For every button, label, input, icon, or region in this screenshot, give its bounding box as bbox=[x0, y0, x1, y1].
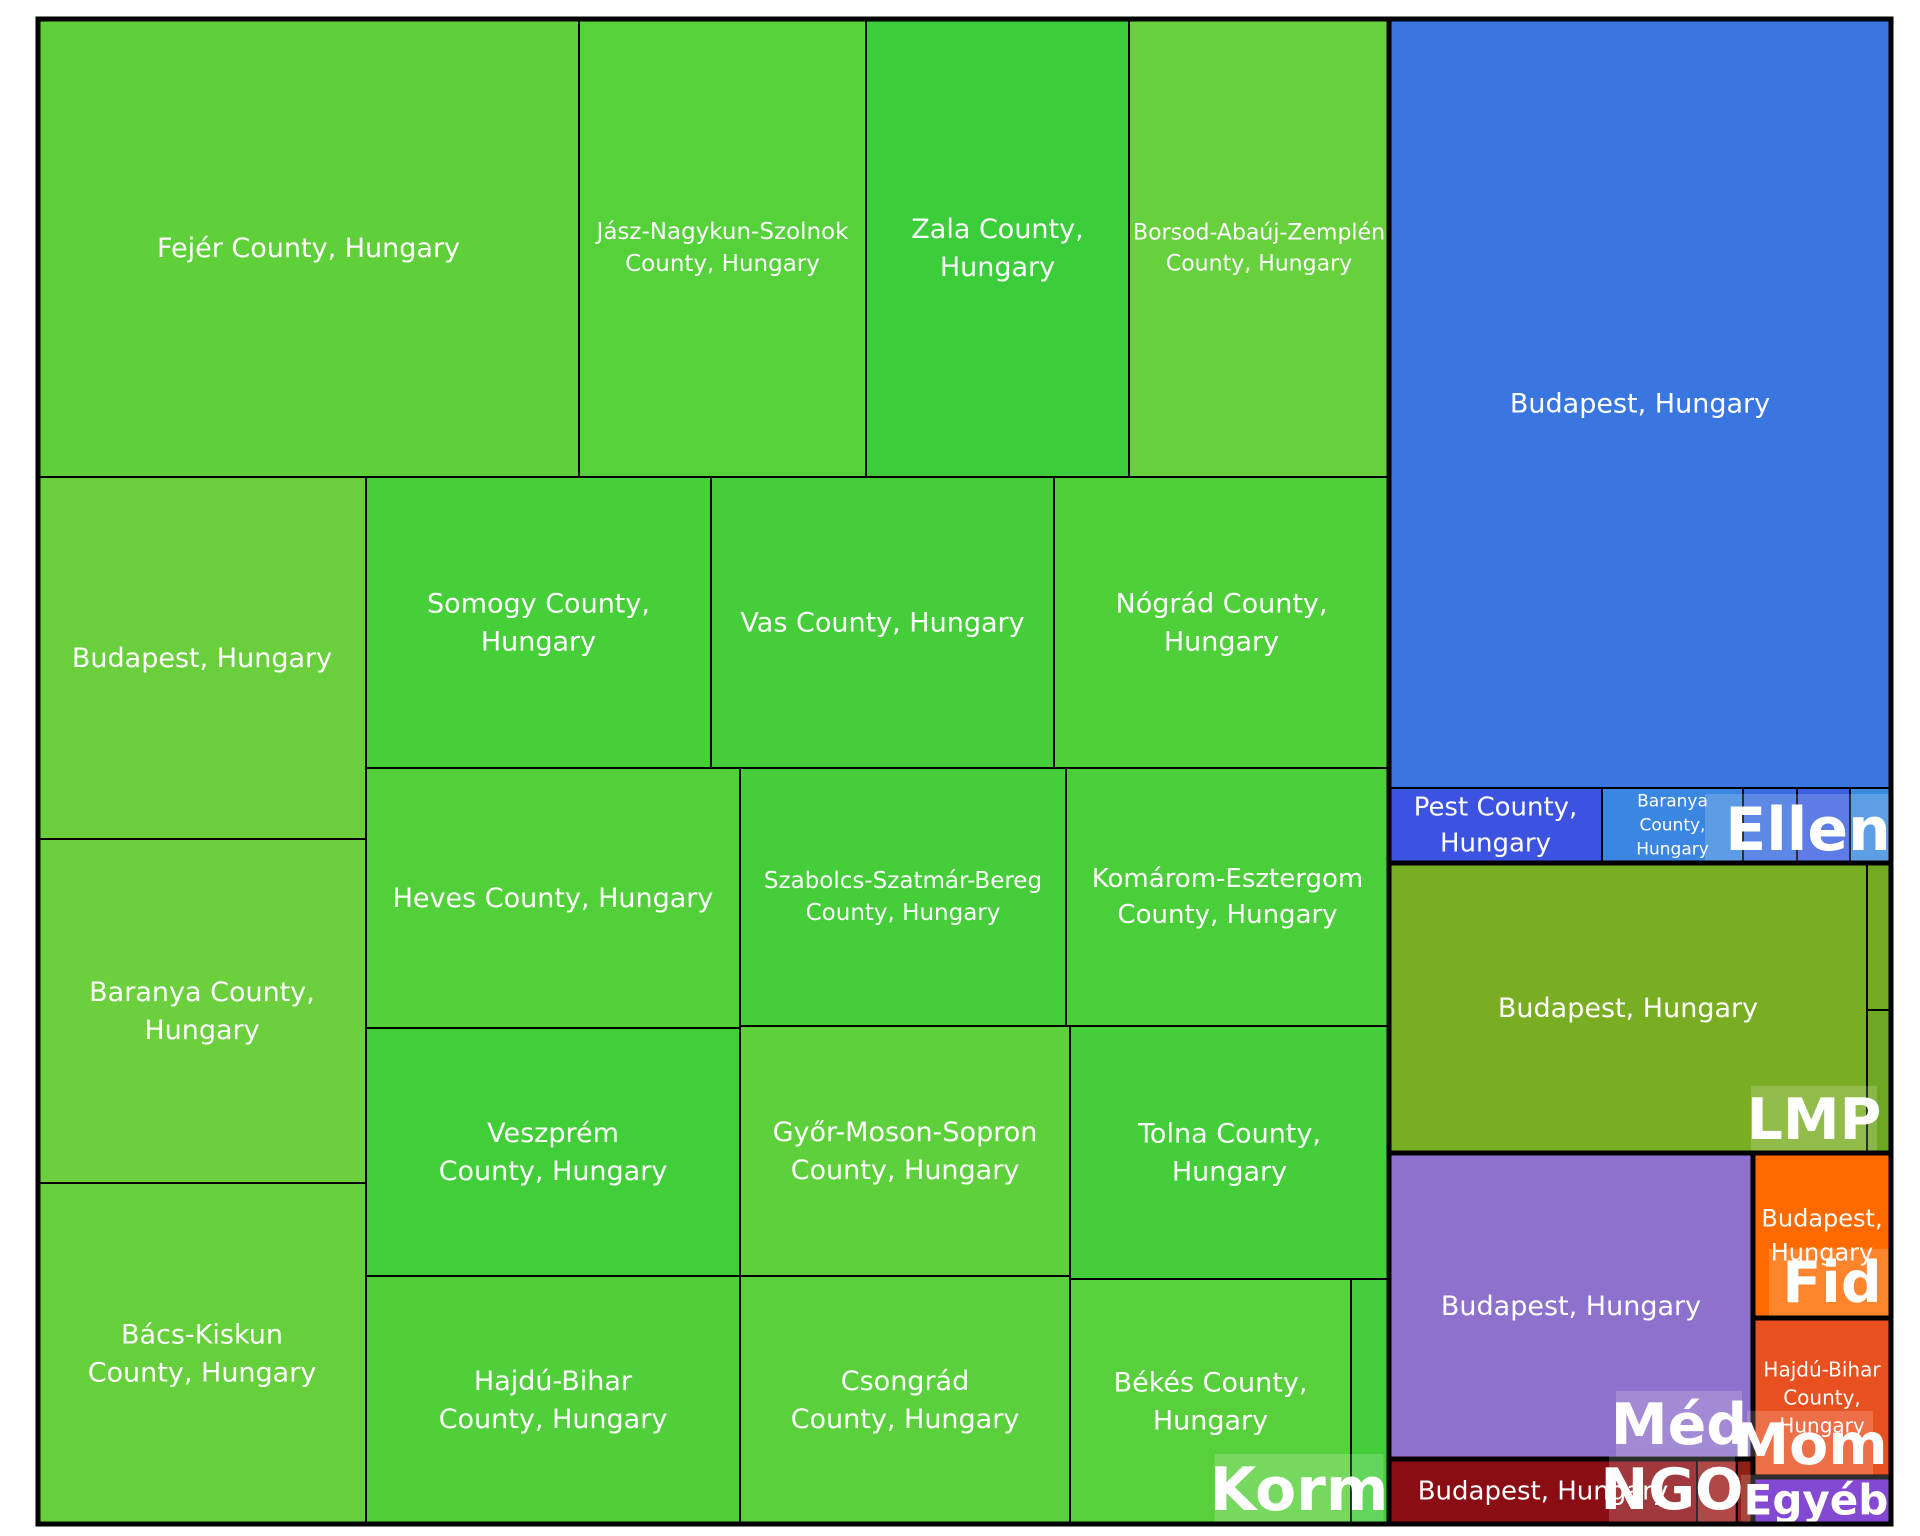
tile-label: Bács-Kiskun County, Hungary bbox=[88, 1319, 317, 1388]
tile-label: Vas County, Hungary bbox=[740, 607, 1024, 638]
tile-label: Nógrád County, Hungary bbox=[1116, 588, 1328, 657]
tile-ngo-1 bbox=[1696, 1458, 1738, 1525]
group-label-ellen: Ellen bbox=[1725, 795, 1891, 865]
tile-bekes-county-hungary bbox=[1069, 1278, 1352, 1525]
tile-label: Komárom-Esztergom County, Hungary bbox=[1092, 864, 1363, 930]
group-label-bg bbox=[1615, 1390, 1743, 1460]
tile-vas-county-hungary bbox=[710, 476, 1055, 769]
group-lmp: Budapest, Hungary LMP bbox=[1386, 860, 1894, 1156]
group-label-bg bbox=[1746, 1410, 1874, 1480]
tile-budapest-hungary bbox=[1388, 1152, 1754, 1460]
tile-bacs-kiskun-county-hungary bbox=[37, 1182, 367, 1525]
group-label-ngo: NGO bbox=[1601, 1457, 1744, 1523]
group-label-bg bbox=[1768, 1248, 1896, 1318]
group-ellen: Budapest, Hungary Pest County, Hungary Bara… bbox=[1386, 16, 1911, 866]
tile-label: Pest County, Hungary bbox=[1414, 792, 1578, 858]
tile-korm-19 bbox=[1350, 1278, 1390, 1525]
tile-label: Jász-Nagykun-Szolnok County, Hungary bbox=[595, 219, 850, 277]
tile-label: Zala County, Hungary bbox=[911, 214, 1083, 283]
tile-gyor-moson-sopron-county-hungary bbox=[739, 1025, 1071, 1277]
tile-jasz-nagykun-szolnok-county-hungary bbox=[578, 18, 867, 478]
tile-komarom-esztergom-county-hungary bbox=[1065, 767, 1390, 1027]
group-korm: Fejér County, Hungary Jász-Nagykun-Szolno… bbox=[35, 16, 1392, 1527]
tile-somogy-county-hungary bbox=[365, 476, 712, 769]
group-label-bg bbox=[1214, 1454, 1384, 1526]
group-label-mom: Mom bbox=[1732, 1412, 1887, 1478]
group-med: Budapest, Hungary Méd bbox=[1386, 1150, 1756, 1462]
tile-label: Baranya County, Hungary bbox=[89, 977, 315, 1046]
tile-budapest-hungary bbox=[1388, 18, 1892, 789]
tile-veszprem-county-hungary bbox=[365, 1027, 741, 1277]
tile-label: Heves County, Hungary bbox=[393, 883, 714, 914]
tile-label: Budapest, Hungary bbox=[72, 643, 332, 674]
tile-nograd-county-hungary bbox=[1053, 476, 1390, 769]
tile-label: Fejér County, Hungary bbox=[157, 233, 460, 264]
tile-label: Borsod-Abaúj-Zemplén County, Hungary bbox=[1133, 220, 1385, 276]
tile-fejer-county-hungary bbox=[37, 18, 580, 478]
tile-label: Békés County, Hungary bbox=[1114, 1367, 1308, 1436]
chart-frame bbox=[35, 16, 1894, 1527]
group-label-bg bbox=[1705, 794, 1911, 866]
tile-label: Budapest, Hungary bbox=[1498, 993, 1758, 1024]
group-label-egyeb: Egyéb bbox=[1744, 1476, 1889, 1525]
tile-budapest-hungary bbox=[1388, 1458, 1698, 1525]
group-label-med: Méd bbox=[1611, 1392, 1747, 1458]
tile-tolna-county-hungary bbox=[1069, 1025, 1390, 1280]
tile-szabolcs-szatmar-bereg-county-hungary bbox=[739, 767, 1067, 1027]
tile-label: Szabolcs-Szatmár-Bereg County, Hungary bbox=[764, 868, 1042, 926]
group-label-bg bbox=[1740, 1474, 1892, 1526]
group-label-bg bbox=[1750, 1085, 1878, 1155]
tile-label: Győr-Moson-Sopron County, Hungary bbox=[773, 1117, 1038, 1186]
group-box-egyeb bbox=[1753, 1477, 1891, 1524]
tile-borsod-abauj-zemplen-county-hungary bbox=[1128, 18, 1390, 478]
tile-label: Budapest, Hungary bbox=[1441, 1291, 1701, 1322]
tile-label: Budapest, Hungary bbox=[1510, 388, 1770, 419]
tile-label: Baranya County, Hungary bbox=[1636, 792, 1709, 860]
tile-zala-county-hungary bbox=[865, 18, 1130, 478]
group-label-fid: Fid bbox=[1782, 1250, 1881, 1316]
tile-csongrad-county-hungary bbox=[739, 1275, 1071, 1525]
group-label-lmp: LMP bbox=[1747, 1087, 1882, 1153]
group-label-korm: Korm bbox=[1210, 1455, 1389, 1525]
group-label-bg bbox=[1608, 1455, 1736, 1525]
tile-label: Veszprém County, Hungary bbox=[439, 1118, 668, 1187]
tile-label: Budapest, Hungary bbox=[1761, 1205, 1882, 1267]
tile-label: Somogy County, Hungary bbox=[427, 588, 650, 657]
tile-heves-county-hungary bbox=[365, 767, 741, 1029]
tile-label: Hajdú-Bihar County, Hungary bbox=[1763, 1358, 1881, 1438]
tile-lmp-1 bbox=[1866, 862, 1892, 1011]
tile-label: Budapest, Hungary bbox=[1418, 1477, 1669, 1507]
tile-label: Csongrád County, Hungary bbox=[791, 1366, 1020, 1435]
tile-hajdu-bihar-county-hungary bbox=[365, 1275, 741, 1525]
group-egyeb: Egyéb bbox=[1740, 1474, 1894, 1527]
tile-label: Tolna County, Hungary bbox=[1137, 1118, 1321, 1187]
tile-label: Hajdú-Bihar County, Hungary bbox=[439, 1366, 668, 1435]
tile-baranya-county-hungary bbox=[37, 838, 367, 1184]
